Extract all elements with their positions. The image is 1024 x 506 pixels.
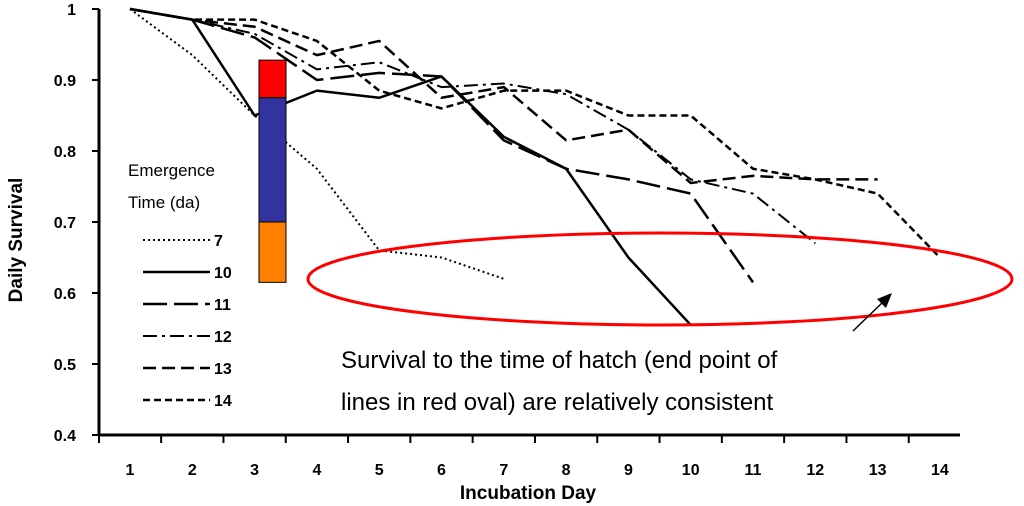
legend-label-11: 11 bbox=[214, 297, 231, 314]
x-axis-title: Incubation Day bbox=[460, 483, 597, 504]
annotation-line-2: lines in red oval) are relatively consis… bbox=[341, 389, 774, 416]
series-line-14 bbox=[129, 7, 941, 259]
y-tick-label: 0.6 bbox=[54, 286, 76, 303]
annotation-arrow bbox=[852, 293, 892, 332]
x-tick-label: 10 bbox=[682, 462, 700, 479]
y-tick-label: 0.7 bbox=[54, 215, 76, 232]
y-tick-label: 0.8 bbox=[54, 144, 76, 161]
x-tick-label: 6 bbox=[437, 462, 446, 479]
emergence-bar-segment-2 bbox=[258, 221, 287, 283]
x-tick-label: 13 bbox=[869, 462, 887, 479]
x-tick-label: 14 bbox=[931, 462, 949, 479]
x-tick-label: 12 bbox=[806, 462, 824, 479]
y-axis-title: Daily Survival bbox=[6, 178, 27, 303]
x-tick-label: 11 bbox=[745, 462, 762, 479]
x-tick-label: 8 bbox=[562, 462, 571, 479]
series-line-11 bbox=[129, 7, 755, 284]
highlight-oval bbox=[306, 231, 1014, 327]
legend-label-7: 7 bbox=[214, 233, 223, 250]
legend-label-12: 12 bbox=[214, 329, 232, 346]
x-tick-label: 3 bbox=[250, 462, 259, 479]
x-tick-label: 5 bbox=[375, 462, 384, 479]
arrow-head bbox=[877, 293, 892, 308]
legend-items: 7 10 11 12 13 14 bbox=[143, 233, 232, 410]
legend-title-line-2: Time (da) bbox=[128, 193, 200, 212]
emergence-time-bar bbox=[258, 59, 287, 283]
legend: Emergence Time (da) 7 10 11 12 13 14 bbox=[128, 161, 232, 410]
series-lines bbox=[129, 7, 941, 326]
legend-label-10: 10 bbox=[214, 265, 232, 282]
legend-title-line-1: Emergence bbox=[128, 161, 215, 180]
arrow-shaft bbox=[852, 300, 885, 332]
y-tick-label: 0.4 bbox=[54, 428, 76, 445]
emergence-bar-segment-0 bbox=[258, 59, 287, 99]
legend-label-13: 13 bbox=[214, 361, 232, 378]
y-tick-label: 0.9 bbox=[54, 73, 76, 90]
x-tick-label: 9 bbox=[624, 462, 633, 479]
annotation-line-1: Survival to the time of hatch (end point… bbox=[341, 347, 778, 374]
x-tick-label: 7 bbox=[499, 462, 508, 479]
x-tick-label: 4 bbox=[312, 462, 321, 479]
legend-label-14: 14 bbox=[214, 393, 232, 410]
series-line-7 bbox=[129, 8, 505, 280]
series-line-10 bbox=[129, 7, 692, 326]
y-tick-label: 1 bbox=[67, 2, 76, 19]
series-line-12 bbox=[129, 8, 816, 245]
y-axis-ticks: 0.4 0.5 0.6 0.7 0.8 0.9 1 bbox=[54, 2, 99, 445]
emergence-bar-segment-1 bbox=[258, 97, 287, 223]
x-tick-label: 1 bbox=[126, 462, 135, 479]
series-line-13 bbox=[129, 7, 878, 185]
x-axis-ticks: 1 2 3 4 5 6 7 8 9 10 11 12 13 14 bbox=[98, 435, 949, 479]
x-tick-label: 2 bbox=[188, 462, 197, 479]
y-tick-label: 0.5 bbox=[54, 357, 76, 374]
